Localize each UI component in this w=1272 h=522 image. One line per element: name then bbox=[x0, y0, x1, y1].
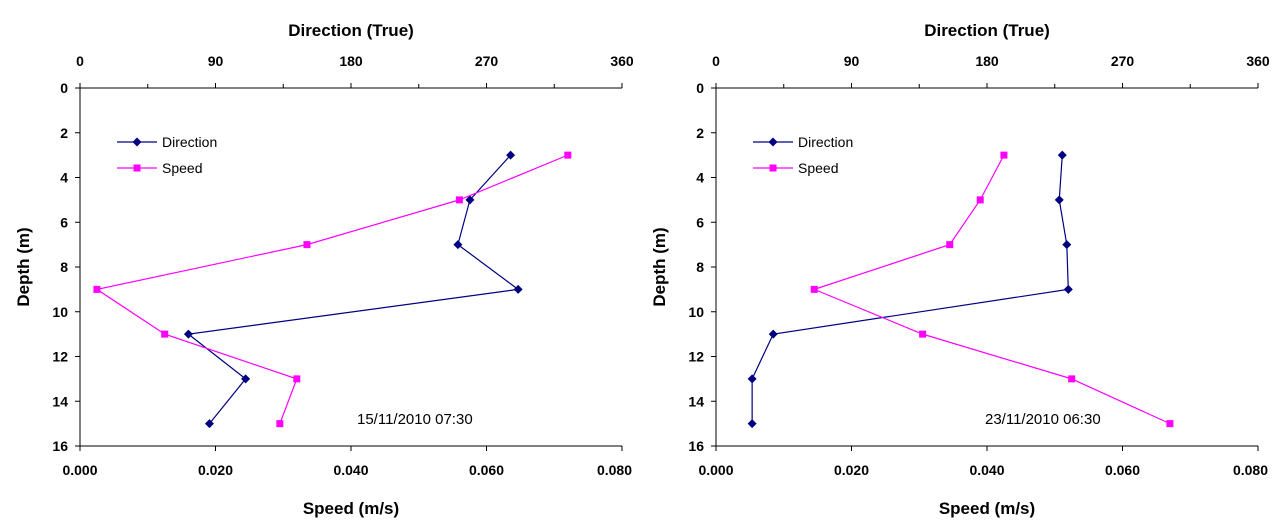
y-axis-tick-label: 12 bbox=[52, 349, 68, 365]
data-point-speed bbox=[1068, 375, 1076, 383]
data-point-speed bbox=[455, 196, 463, 204]
data-point-speed bbox=[976, 196, 984, 204]
y-axis-tick-label: 4 bbox=[696, 170, 704, 186]
data-point-speed bbox=[946, 241, 954, 249]
series-line-direction bbox=[186, 154, 520, 425]
bottom-axis-tick-label: 0.000 bbox=[698, 462, 733, 478]
data-point-speed bbox=[93, 285, 101, 293]
y-axis-tick-label: 2 bbox=[60, 125, 68, 141]
chart-panel-left: 0 90 180 270 360 0.000 0.020 0.040 0.060 0.080 0 2 4… bbox=[14, 21, 634, 518]
y-axis-tick-label: 4 bbox=[60, 170, 68, 186]
top-axis-title: Direction (True) bbox=[288, 21, 414, 40]
y-axis-tick-label: 14 bbox=[52, 393, 68, 409]
top-axis-tick-label: 90 bbox=[844, 53, 860, 69]
y-axis-title: Depth (m) bbox=[650, 227, 669, 306]
y-axis-tick-label: 16 bbox=[52, 438, 68, 454]
data-point-speed bbox=[161, 330, 169, 338]
top-axis-tick-label: 0 bbox=[76, 53, 84, 69]
data-point-direction bbox=[1054, 195, 1064, 205]
series-line-speed bbox=[95, 154, 569, 424]
y-axis-tick-label: 6 bbox=[696, 214, 704, 230]
y-axis-title: Depth (m) bbox=[14, 227, 33, 306]
data-point-direction bbox=[506, 150, 516, 160]
data-point-direction bbox=[747, 374, 757, 384]
series-line-direction bbox=[751, 155, 1069, 424]
data-point-direction bbox=[1062, 240, 1072, 250]
bottom-axis-tick-label: 0.060 bbox=[469, 462, 504, 478]
bottom-axis-tick-label: 0.040 bbox=[333, 462, 368, 478]
y-axis-tick-label: 8 bbox=[696, 259, 704, 275]
y-axis-tick-label: 6 bbox=[60, 214, 68, 230]
bottom-axis-tick-label: 0.040 bbox=[969, 462, 1004, 478]
data-point-direction bbox=[1063, 284, 1073, 294]
data-point-direction bbox=[513, 284, 523, 294]
legend-label-speed: Speed bbox=[798, 160, 838, 176]
data-point-speed bbox=[919, 330, 927, 338]
y-axis-tick-label: 0 bbox=[60, 80, 68, 96]
legend-marker-speed bbox=[133, 164, 141, 172]
legend-marker-direction bbox=[768, 137, 778, 147]
top-axis-tick-label: 360 bbox=[1246, 53, 1270, 69]
data-point-direction bbox=[204, 419, 214, 429]
top-axis-tick-label: 0 bbox=[712, 53, 720, 69]
bottom-axis-title: Speed (m/s) bbox=[939, 499, 1035, 518]
legend-marker-speed bbox=[769, 164, 777, 172]
top-axis-tick-label: 180 bbox=[975, 53, 999, 69]
y-axis-tick-label: 16 bbox=[688, 438, 704, 454]
bottom-axis-tick-label: 0.060 bbox=[1105, 462, 1140, 478]
data-point-direction bbox=[1057, 150, 1067, 160]
data-point-speed bbox=[1000, 151, 1008, 159]
bottom-axis-tick-label: 0.080 bbox=[1233, 462, 1268, 478]
y-axis-tick-label: 14 bbox=[688, 393, 704, 409]
data-point-direction bbox=[183, 329, 193, 339]
top-axis-title: Direction (True) bbox=[924, 21, 1050, 40]
legend-label-direction: Direction bbox=[162, 134, 217, 150]
top-axis-tick-label: 90 bbox=[208, 53, 224, 69]
legend-label-direction: Direction bbox=[798, 134, 853, 150]
y-axis-tick-label: 8 bbox=[60, 259, 68, 275]
data-point-speed bbox=[810, 285, 818, 293]
chart-panel-right: 0 90 180 270 360 0.000 0.020 0.040 0.060 0.080 0 2 4… bbox=[636, 0, 1272, 522]
legend-marker-direction bbox=[132, 137, 142, 147]
depth-profile-chart-left: 0 90 180 270 360 0.000 0.020 0.040 0.060 0.080 0 2 4… bbox=[14, 21, 634, 518]
top-axis-tick-label: 180 bbox=[339, 53, 363, 69]
data-point-speed bbox=[303, 241, 311, 249]
data-point-speed bbox=[564, 151, 572, 159]
depth-profile-chart-right: 0 90 180 270 360 0.000 0.020 0.040 0.060 0.080 0 2 4… bbox=[650, 21, 1270, 518]
bottom-axis-tick-label: 0.080 bbox=[597, 462, 632, 478]
y-axis-tick-label: 2 bbox=[696, 125, 704, 141]
top-axis-tick-label: 360 bbox=[610, 53, 634, 69]
data-point-speed bbox=[276, 420, 284, 428]
y-axis-tick-label: 10 bbox=[52, 304, 68, 320]
data-point-speed bbox=[293, 375, 301, 383]
data-point-direction bbox=[768, 329, 778, 339]
data-point-direction bbox=[453, 240, 463, 250]
y-axis-tick-label: 10 bbox=[688, 304, 704, 320]
top-axis-tick-label: 270 bbox=[475, 53, 499, 69]
timestamp-annotation: 23/11/2010 06:30 bbox=[985, 411, 1101, 428]
bottom-axis-tick-label: 0.000 bbox=[62, 462, 97, 478]
bottom-axis-tick-label: 0.020 bbox=[198, 462, 233, 478]
data-point-direction bbox=[241, 374, 251, 384]
series-line-speed bbox=[812, 154, 1171, 425]
timestamp-annotation: 15/11/2010 07:30 bbox=[357, 411, 473, 428]
data-point-direction bbox=[465, 195, 475, 205]
y-axis-tick-label: 0 bbox=[696, 80, 704, 96]
data-point-speed bbox=[1166, 420, 1174, 428]
bottom-axis-title: Speed (m/s) bbox=[303, 499, 399, 518]
data-point-direction bbox=[747, 419, 757, 429]
top-axis-tick-label: 270 bbox=[1111, 53, 1135, 69]
legend-label-speed: Speed bbox=[162, 160, 202, 176]
bottom-axis-tick-label: 0.020 bbox=[834, 462, 869, 478]
y-axis-tick-label: 12 bbox=[688, 349, 704, 365]
